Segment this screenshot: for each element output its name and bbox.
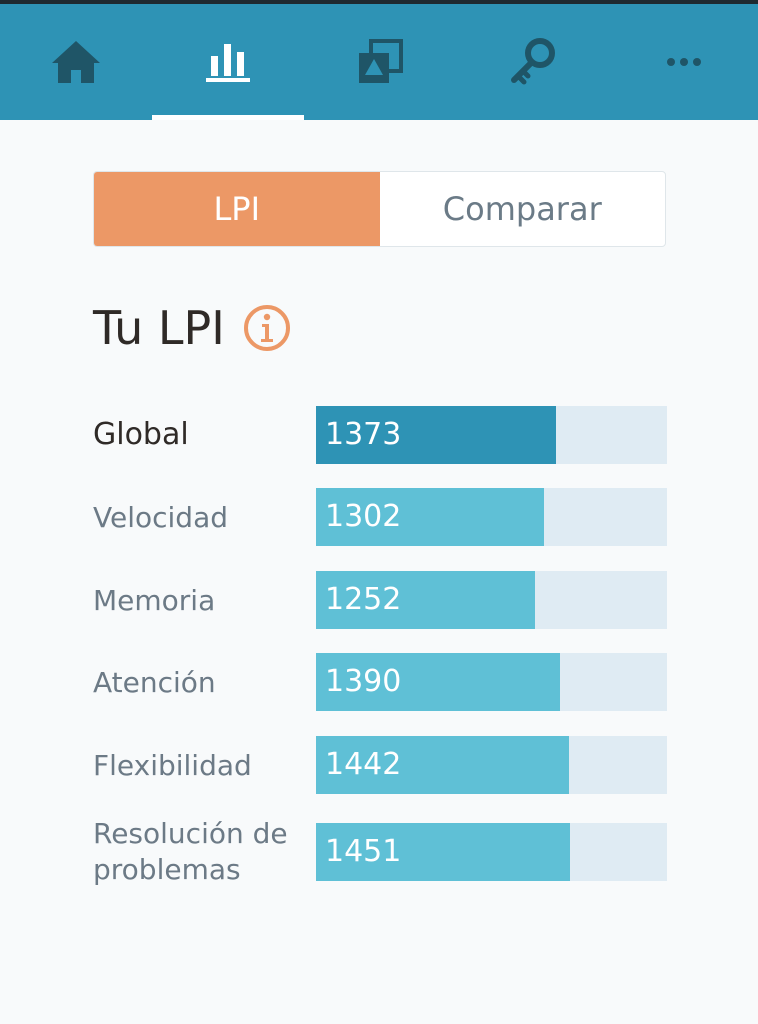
score-value: 1390 [325, 664, 402, 699]
score-row-memoria: Memoria 1252 [93, 571, 668, 629]
score-bar-fill [316, 488, 545, 546]
nav-key[interactable] [456, 4, 608, 120]
home-icon [52, 41, 100, 83]
score-row-velocidad: Velocidad 1302 [93, 488, 668, 546]
score-value: 1373 [325, 417, 402, 452]
top-nav-bar [0, 4, 758, 120]
score-row-global: Global 1373 [93, 406, 668, 464]
score-value: 1442 [325, 747, 402, 782]
score-bar-track: 1252 [316, 571, 667, 629]
score-bar-fill [316, 406, 557, 464]
segmented-control: LPI Comparar [93, 171, 666, 247]
lpi-heading: Tu LPI [93, 296, 291, 360]
nav-stats[interactable] [152, 4, 304, 120]
score-bar-fill [316, 823, 571, 881]
more-icon [667, 58, 701, 66]
score-bar-track: 1442 [316, 736, 667, 794]
score-value: 1302 [325, 499, 402, 534]
score-label: Atención [93, 666, 216, 699]
key-icon [511, 38, 555, 85]
nav-games[interactable] [304, 4, 456, 120]
stats-icon [206, 44, 250, 82]
score-bar-track: 1451 [316, 823, 667, 881]
score-bar-fill [316, 571, 536, 629]
score-bar-track: 1390 [316, 653, 667, 711]
score-bar-track: 1302 [316, 488, 667, 546]
score-bar-fill [316, 736, 569, 794]
score-value: 1252 [325, 582, 402, 617]
page-title: Tu LPI [93, 301, 225, 355]
score-value: 1451 [325, 834, 402, 869]
score-label: Memoria [93, 584, 216, 617]
score-label: Global [93, 417, 189, 452]
score-bar-track: 1373 [316, 406, 667, 464]
nav-home[interactable] [0, 4, 152, 120]
score-row-resolucion: Resolución de problemas 1451 [93, 816, 668, 888]
score-label: Flexibilidad [93, 749, 252, 782]
info-icon[interactable] [243, 304, 291, 352]
tab-lpi[interactable]: LPI [94, 172, 380, 246]
score-label: Resolución de problemas [93, 817, 288, 886]
games-icon [359, 39, 403, 83]
score-label: Velocidad [93, 501, 228, 534]
nav-more[interactable] [608, 4, 758, 120]
score-bar-fill [316, 653, 560, 711]
status-strip [0, 0, 758, 4]
score-row-atencion: Atención 1390 [93, 653, 668, 711]
tab-comparar[interactable]: Comparar [442, 190, 602, 228]
score-row-flexibilidad: Flexibilidad 1442 [93, 736, 668, 794]
